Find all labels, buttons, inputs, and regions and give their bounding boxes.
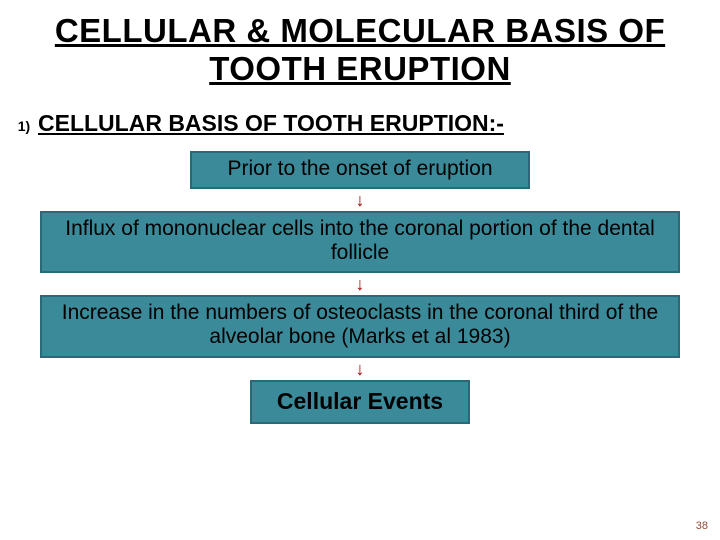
flow-step-final: Cellular Events: [250, 380, 470, 424]
flow-step-1: Prior to the onset of eruption: [190, 151, 530, 189]
page-number: 38: [696, 520, 708, 532]
flowchart: Prior to the onset of eruption ↓ Influx …: [0, 151, 720, 424]
arrow-down-icon: ↓: [356, 191, 365, 209]
slide-title: CELLULAR & MOLECULAR BASIS OF TOOTH ERUP…: [0, 0, 720, 88]
flow-step-2: Influx of mononuclear cells into the cor…: [40, 211, 680, 273]
arrow-down-icon: ↓: [356, 275, 365, 293]
flow-step-3: Increase in the numbers of osteoclasts i…: [40, 295, 680, 357]
list-number: 1): [10, 118, 38, 134]
arrow-down-icon: ↓: [356, 360, 365, 378]
section-subheading: CELLULAR BASIS OF TOOTH ERUPTION:-: [38, 110, 504, 137]
list-row: 1) CELLULAR BASIS OF TOOTH ERUPTION:-: [0, 88, 720, 137]
